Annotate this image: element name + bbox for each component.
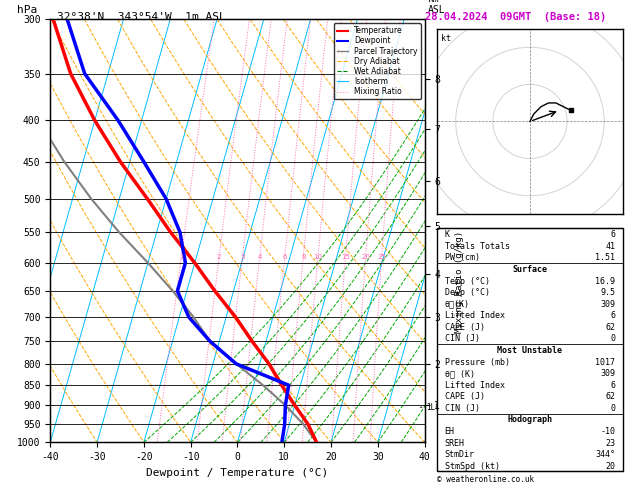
Text: 1: 1 — [179, 254, 184, 260]
Text: CIN (J): CIN (J) — [445, 334, 479, 344]
Text: Hodograph: Hodograph — [508, 416, 552, 424]
Text: CAPE (J): CAPE (J) — [445, 392, 484, 401]
Text: 0: 0 — [610, 404, 615, 413]
Text: StmSpd (kt): StmSpd (kt) — [445, 462, 499, 471]
X-axis label: Dewpoint / Temperature (°C): Dewpoint / Temperature (°C) — [147, 468, 328, 478]
Text: kt: kt — [441, 35, 451, 43]
Text: 6: 6 — [610, 230, 615, 239]
Text: 20: 20 — [605, 462, 615, 471]
Text: 16.9: 16.9 — [595, 277, 615, 286]
Text: 344°: 344° — [595, 450, 615, 459]
Text: hPa: hPa — [16, 5, 37, 15]
Text: 6: 6 — [610, 312, 615, 320]
Text: 10: 10 — [313, 254, 323, 260]
Text: StmDir: StmDir — [445, 450, 474, 459]
Legend: Temperature, Dewpoint, Parcel Trajectory, Dry Adiabat, Wet Adiabat, Isotherm, Mi: Temperature, Dewpoint, Parcel Trajectory… — [333, 23, 421, 99]
Text: K: K — [445, 230, 450, 239]
Text: θᴄ (K): θᴄ (K) — [445, 369, 474, 378]
Text: 28.04.2024  09GMT  (Base: 18): 28.04.2024 09GMT (Base: 18) — [425, 12, 606, 22]
Text: Lifted Index: Lifted Index — [445, 312, 504, 320]
Text: km
ASL: km ASL — [428, 0, 446, 15]
Text: Surface: Surface — [513, 265, 547, 274]
Text: 309: 309 — [600, 369, 615, 378]
Text: Totals Totals: Totals Totals — [445, 242, 509, 251]
Text: Mixing Ratio (g/kg): Mixing Ratio (g/kg) — [455, 230, 464, 332]
Text: SREH: SREH — [445, 438, 465, 448]
Text: Most Unstable: Most Unstable — [498, 346, 562, 355]
Text: CIN (J): CIN (J) — [445, 404, 479, 413]
Text: 309: 309 — [600, 300, 615, 309]
Text: 32°38'N  343°54'W  1m ASL: 32°38'N 343°54'W 1m ASL — [57, 12, 225, 22]
Text: 0: 0 — [610, 334, 615, 344]
Text: PW (cm): PW (cm) — [445, 253, 479, 262]
Text: Temp (°C): Temp (°C) — [445, 277, 489, 286]
Text: 8: 8 — [301, 254, 306, 260]
Text: 2: 2 — [217, 254, 221, 260]
Text: θᴄ(K): θᴄ(K) — [445, 300, 470, 309]
Text: Lifted Index: Lifted Index — [445, 381, 504, 390]
Text: 6: 6 — [282, 254, 287, 260]
Text: 41: 41 — [605, 242, 615, 251]
Text: 62: 62 — [605, 392, 615, 401]
Text: EH: EH — [445, 427, 455, 436]
Text: © weatheronline.co.uk: © weatheronline.co.uk — [437, 474, 534, 484]
Text: 1LCL: 1LCL — [426, 403, 445, 412]
Text: 1.51: 1.51 — [595, 253, 615, 262]
Text: 15: 15 — [341, 254, 350, 260]
Text: 20: 20 — [361, 254, 370, 260]
Text: 25: 25 — [377, 254, 386, 260]
Text: 3: 3 — [240, 254, 245, 260]
Text: 4: 4 — [257, 254, 262, 260]
Text: 1017: 1017 — [595, 358, 615, 366]
Text: 62: 62 — [605, 323, 615, 332]
Text: Pressure (mb): Pressure (mb) — [445, 358, 509, 366]
Text: 9.5: 9.5 — [600, 288, 615, 297]
Text: CAPE (J): CAPE (J) — [445, 323, 484, 332]
Text: 23: 23 — [605, 438, 615, 448]
Text: 6: 6 — [610, 381, 615, 390]
Text: -10: -10 — [600, 427, 615, 436]
Text: Dewp (°C): Dewp (°C) — [445, 288, 489, 297]
